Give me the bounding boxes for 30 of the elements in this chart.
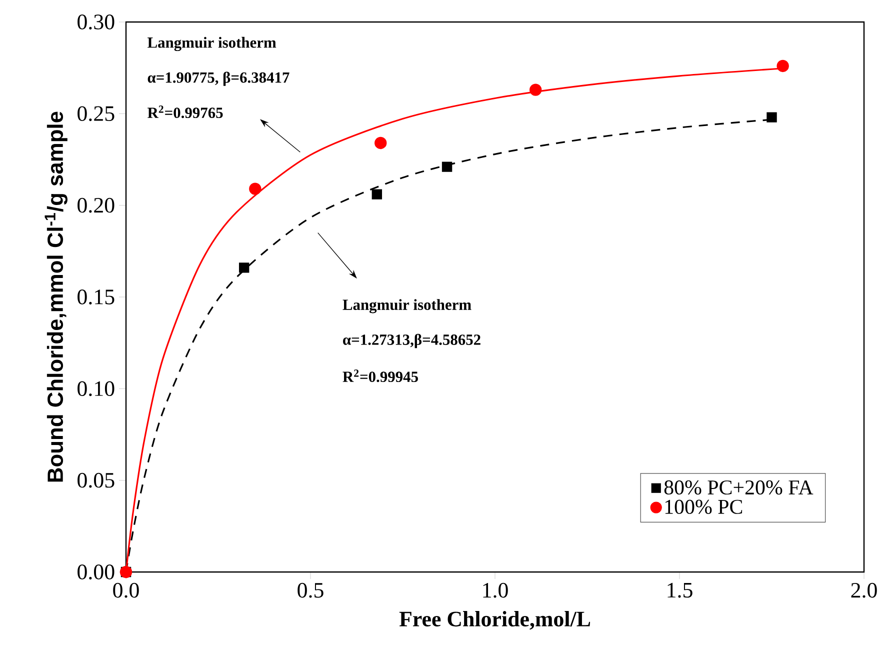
point (249, 182, 262, 195)
legend-label: 80% PC+20% FA (664, 480, 814, 495)
y-tick-label: 0.00 (78, 564, 114, 580)
x-tick-label: 0.5 (298, 582, 324, 598)
point (374, 136, 387, 150)
point (238, 262, 250, 273)
annotation: Langmuir isotherm (148, 36, 276, 52)
point (372, 189, 382, 200)
y-axis-title: Bound Chloride,mmol Cl$^{-1}$/g sample (44, 112, 68, 482)
annotation: α=1.90775, β=6.38417 (148, 72, 290, 86)
point (442, 162, 452, 172)
annotation: Langmuir isotherm (342, 299, 472, 314)
x-tick-label: 1.5 (668, 582, 692, 598)
point (776, 60, 789, 72)
point (529, 84, 542, 96)
y-tick-label: 0.10 (78, 381, 114, 396)
x-tick-label: 0.0 (113, 582, 139, 598)
y-tick-label: 0.20 (78, 198, 114, 213)
x-axis-title: Free Chloride,mol/L (399, 611, 590, 630)
annotation: R$^{2}$=0.99945 (342, 370, 418, 382)
legend-label: 100% PC (665, 500, 742, 514)
y-tick-label: 0.30 (78, 14, 114, 30)
x-tick-label: 2.0 (851, 582, 877, 598)
y-tick-label: 0.05 (78, 472, 114, 488)
x-tick-label: 1.0 (483, 582, 508, 598)
annotation: α=1.27313,β=4.58652 (343, 334, 480, 348)
point (766, 112, 777, 122)
annotation: R$^{2}$=0.99765 (148, 106, 223, 118)
y-tick-label: 0.15 (78, 290, 114, 304)
y-tick-label: 0.25 (78, 106, 114, 122)
